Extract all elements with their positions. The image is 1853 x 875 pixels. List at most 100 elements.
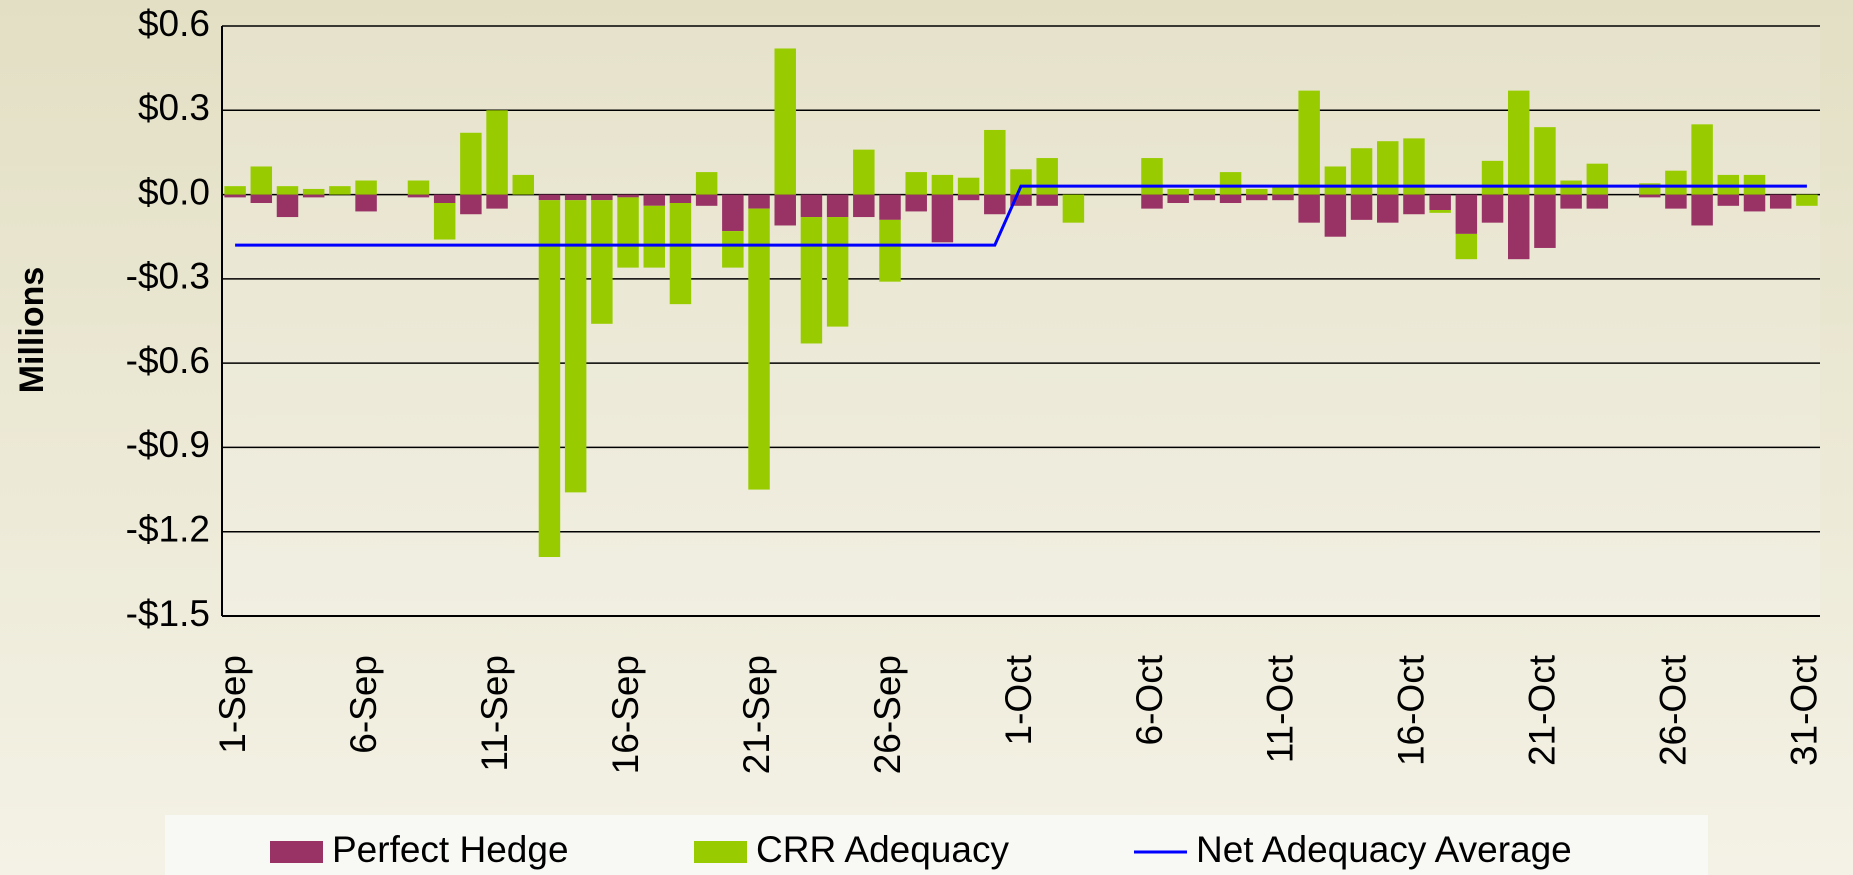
line-series	[235, 184, 1807, 247]
bar	[957, 177, 980, 195]
legend-box	[165, 815, 1708, 875]
bar	[1167, 194, 1189, 203]
bar	[250, 194, 273, 203]
bar	[984, 129, 1006, 195]
bar	[1036, 194, 1058, 206]
bar	[1691, 194, 1713, 226]
y-tick-label: $0.3	[138, 87, 210, 128]
bar	[1377, 194, 1399, 223]
bar	[1717, 194, 1740, 206]
bar	[695, 172, 718, 195]
y-tick-label: $0.0	[138, 171, 210, 212]
bar	[643, 194, 665, 206]
bar	[460, 194, 482, 215]
x-tick-label: 26-Oct	[1653, 654, 1694, 766]
bar	[538, 200, 561, 557]
bar	[1455, 194, 1478, 234]
x-tick-label: 6-Oct	[1129, 654, 1170, 745]
bar	[931, 174, 954, 195]
x-tick-label: 21-Oct	[1522, 654, 1563, 766]
legend-label: Perfect Hedge	[332, 829, 569, 870]
legend-swatch	[270, 841, 323, 863]
bar	[800, 217, 823, 344]
bar	[1586, 194, 1609, 209]
bar	[276, 186, 299, 195]
bar	[931, 194, 954, 243]
x-tick-label: 1-Sep	[212, 655, 253, 754]
bar	[984, 194, 1006, 215]
bar	[1193, 194, 1216, 201]
bar	[1769, 194, 1792, 209]
bar	[1586, 163, 1609, 195]
bar	[1534, 127, 1556, 195]
bar	[433, 203, 456, 240]
bar	[617, 194, 639, 198]
y-tick-label: -$0.9	[126, 424, 210, 465]
bar	[512, 174, 535, 195]
bar	[1298, 194, 1320, 223]
bar	[853, 194, 875, 218]
x-tick-label: 11-Sep	[474, 655, 515, 772]
bar	[1350, 148, 1373, 195]
bar	[276, 194, 299, 218]
bar	[433, 194, 456, 203]
bar	[224, 186, 246, 195]
x-tick-label: 26-Sep	[867, 655, 908, 774]
bar	[1507, 90, 1530, 195]
bar	[617, 197, 639, 268]
y-tick-label: -$1.5	[126, 593, 210, 634]
y-tick-label: -$0.3	[126, 256, 210, 297]
bar	[1350, 194, 1373, 220]
bar	[905, 172, 927, 195]
bar	[1665, 170, 1687, 195]
bar	[1010, 194, 1032, 206]
bar	[1246, 194, 1268, 201]
bar	[1272, 186, 1294, 195]
bar	[774, 194, 796, 226]
bar	[591, 194, 613, 201]
bar	[1193, 188, 1216, 195]
bar	[1638, 194, 1661, 198]
bar	[1246, 188, 1268, 195]
y-axis-title: Millions	[13, 267, 51, 394]
bar	[1272, 194, 1294, 201]
legend-swatch	[694, 841, 747, 863]
bar	[1481, 160, 1504, 195]
bar	[591, 200, 613, 324]
bar	[1796, 194, 1818, 206]
bar	[957, 194, 980, 201]
bar	[538, 194, 561, 201]
y-tick-label: $0.6	[138, 3, 210, 44]
y-tick-label: -$0.6	[126, 340, 210, 381]
bar	[1534, 194, 1556, 248]
bar	[1062, 194, 1085, 223]
bar	[1638, 183, 1661, 195]
x-tick-label: 16-Sep	[605, 655, 646, 774]
y-tick-label: -$1.2	[126, 508, 210, 549]
bar	[1455, 233, 1478, 260]
bar	[1219, 194, 1242, 203]
bar	[1743, 194, 1766, 212]
bar	[1507, 194, 1530, 260]
bar	[800, 194, 823, 218]
bar	[879, 219, 901, 282]
bar	[669, 194, 692, 203]
bar	[826, 217, 849, 327]
bar	[1036, 158, 1058, 195]
bar	[905, 194, 927, 212]
bar	[853, 149, 875, 195]
bar	[643, 205, 665, 268]
bar	[329, 186, 351, 195]
x-tick-label: 1-Oct	[998, 654, 1039, 745]
x-tick-label: 16-Oct	[1391, 654, 1432, 766]
bar	[1167, 188, 1189, 195]
bar	[722, 231, 744, 268]
bar	[250, 166, 273, 195]
bar	[1403, 194, 1425, 215]
bar	[879, 194, 901, 220]
bar	[1324, 194, 1347, 237]
bar	[1560, 194, 1582, 209]
bar	[355, 194, 377, 212]
